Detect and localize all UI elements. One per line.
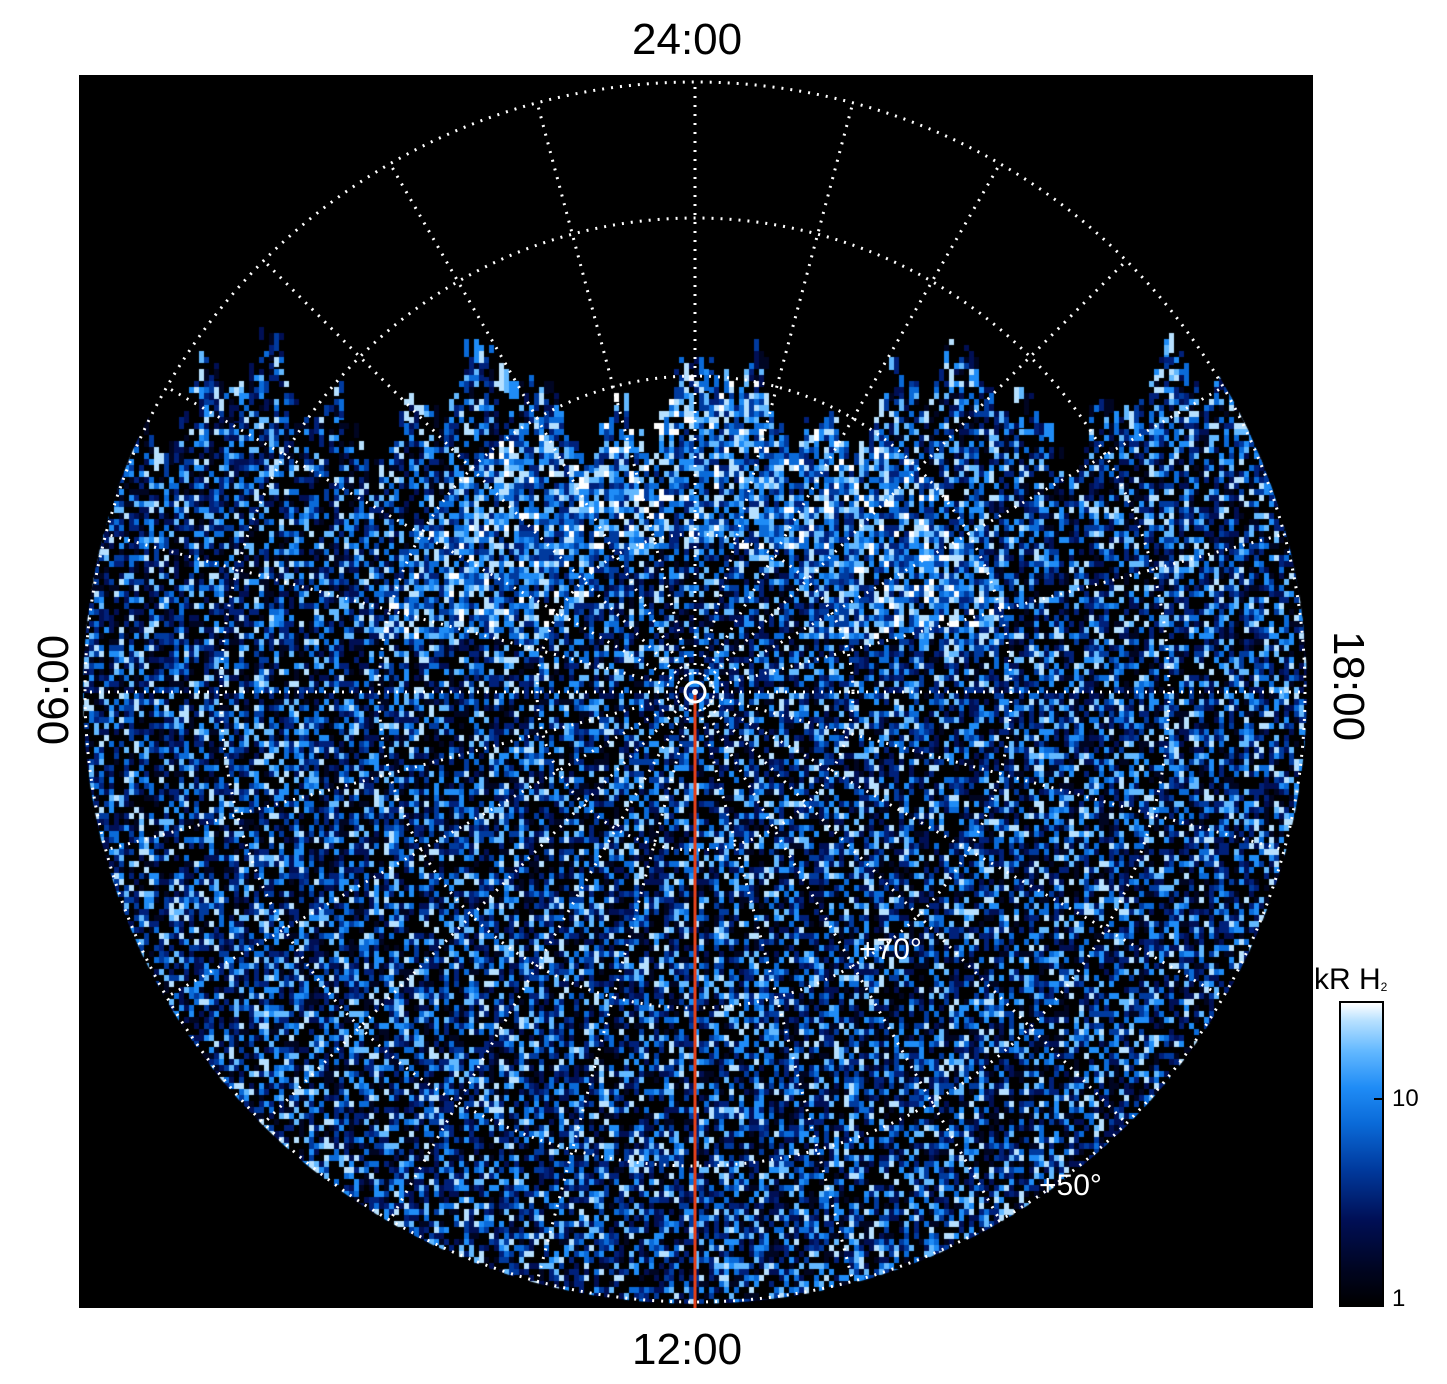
colorbar	[1339, 1001, 1384, 1307]
label-dusk: 18:00	[1324, 630, 1373, 742]
local-time-meridian	[693, 691, 855, 1282]
local-time-meridian	[693, 690, 1128, 1125]
latitude-ring	[83, 80, 1307, 1304]
label-noon: 12:00	[632, 1325, 743, 1374]
latitude-label-70: +70°	[859, 933, 922, 966]
label-midnight: 24:00	[632, 15, 743, 64]
colorbar-tick-label-10: 10	[1392, 1085, 1419, 1112]
latitude-ring	[535, 532, 855, 852]
local-time-meridian	[105, 532, 696, 694]
local-time-meridian	[693, 259, 1128, 694]
label-dawn: 06:00	[29, 634, 78, 746]
local-time-meridian	[694, 690, 1225, 999]
local-time-meridian	[388, 691, 697, 1222]
local-time-meridian	[262, 259, 697, 694]
colorbar-tick-10	[1374, 1098, 1384, 1100]
colorbar-title: kR H2	[1314, 963, 1388, 996]
local-time-meridian	[262, 690, 697, 1125]
pole-marker-dot	[692, 689, 698, 695]
local-time-meridian	[694, 532, 1285, 694]
polar-grid: +70° +50°	[83, 80, 1307, 1308]
polar-auroral-map: +70° +50°	[79, 75, 1313, 1308]
colorbar-tick-label-1: 1	[1392, 1285, 1406, 1312]
pole-marker	[683, 680, 707, 704]
local-time-meridian	[693, 162, 1002, 693]
latitude-ring	[219, 216, 1171, 1168]
local-time-meridian	[105, 690, 696, 852]
latitude-label-50: +50°	[1039, 1169, 1102, 1202]
local-time-meridian	[165, 385, 696, 694]
local-time-meridian	[694, 690, 1285, 852]
local-time-meridian	[535, 691, 697, 1282]
local-time-meridian	[535, 102, 697, 693]
local-time-meridian	[388, 162, 697, 693]
local-time-meridian	[693, 102, 855, 693]
local-time-meridian	[693, 691, 1002, 1222]
local-time-meridian	[694, 385, 1225, 694]
